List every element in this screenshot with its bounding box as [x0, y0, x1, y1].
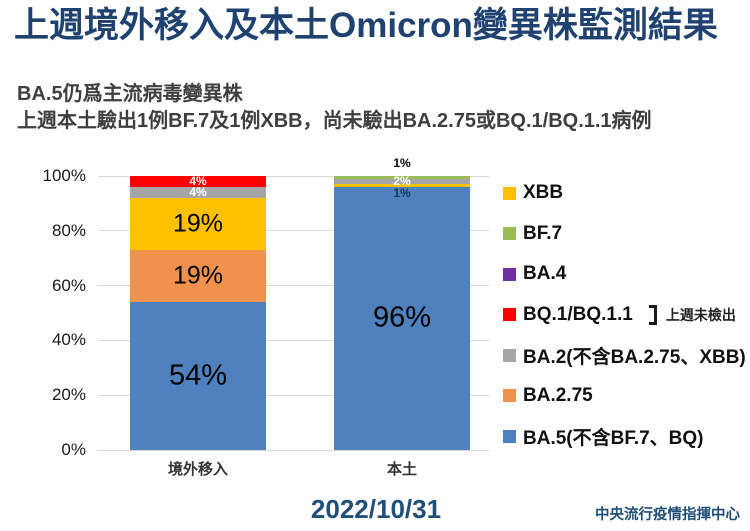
subtitle-line-1: BA.5仍爲主流病毒變異株 — [17, 83, 243, 105]
y-gridline-0 — [98, 449, 489, 451]
legend-label: BA.2(不含BA.2.75、XBB) — [523, 346, 746, 368]
bar-value-label: 1% — [393, 155, 411, 170]
bar-segment-xbb — [130, 197, 266, 250]
legend-swatch-icon — [503, 227, 516, 240]
y-axis-tick-label: 20% — [51, 385, 86, 405]
y-gridline-80 — [98, 230, 489, 232]
legend-item-xbb: XBB — [503, 181, 563, 205]
agency-name: 中央流行疫情指揮中心 — [595, 507, 740, 523]
y-gridline-100 — [98, 175, 489, 177]
bar-value-label: 96% — [372, 301, 432, 334]
bar-segment-ba-5-bf-7-bq — [130, 302, 266, 450]
legend-label: BF.7 — [523, 222, 563, 244]
legend-swatch-icon — [503, 348, 516, 362]
legend-swatch-icon — [503, 308, 516, 321]
legend-item-bq-1-bq-1-1: BQ.1/BQ.1.1 上週未檢出 — [503, 303, 736, 327]
bar-value-label: 4% — [189, 174, 207, 189]
legend-label: BA.4 — [523, 263, 567, 284]
bar-value-label: 1% — [393, 185, 411, 200]
bar-segment-xbb — [334, 184, 470, 187]
x-axis-category-label: 境外移入 — [167, 461, 228, 478]
x-axis-category-label: 本土 — [386, 461, 417, 478]
y-gridline-40 — [98, 339, 489, 341]
bracket-icon — [648, 304, 657, 325]
bar-value-label: 2% — [393, 173, 411, 188]
bar-value-label: 54% — [168, 359, 228, 392]
y-axis-tick-label: 40% — [51, 330, 86, 350]
legend-label: BQ.1/BQ.1.1 — [523, 303, 633, 325]
bar-segment-ba-2-75 — [130, 249, 266, 303]
bar-segment-ba-5-bf-7-bq — [334, 186, 470, 450]
legend-item-ba-5-bf-7-bq: BA.5(不含BF.7、BQ) — [503, 424, 704, 449]
legend-item-bf-7: BF.7 — [503, 222, 562, 246]
chart-legend: XBB BF.7 BA.4 BQ.1/BQ.1.1 上週未檢出 BA.2(不含BA.2.7… — [503, 0, 750, 531]
legend-item-ba-4: BA.4 — [503, 262, 566, 286]
legend-item-ba-2-75: BA.2.75 — [503, 384, 593, 408]
legend-label: BA.5(不含BF.7、BQ) — [523, 427, 704, 449]
y-gridline-20 — [98, 394, 489, 396]
legend-swatch-icon — [503, 389, 516, 402]
bar-segment-bq-1-bq-1-1 — [130, 176, 266, 187]
bar-segment-bf-7 — [334, 176, 470, 179]
page-title: 上週境外移入及本土Omicron變異株監測結果 — [14, 6, 718, 45]
bar-value-label: 19% — [172, 209, 224, 238]
legend-swatch-icon — [503, 429, 516, 443]
subtitle-line-2: 上週本土驗出1例BF.7及1例XBB，尚未驗出BA.2.75或BQ.1/BQ.1… — [17, 110, 652, 132]
y-axis-tick-label: 100% — [42, 166, 86, 185]
legend-item-ba-2-ba-2-75-xbb: BA.2(不含BA.2.75、XBB) — [503, 343, 746, 368]
legend-swatch-icon — [503, 186, 516, 200]
bar-segment-ba-2-ba-2-75-xbb — [130, 186, 266, 198]
y-gridline-60 — [98, 285, 489, 287]
y-axis-tick-label: 80% — [51, 220, 86, 240]
legend-note: 上週未檢出 — [665, 306, 736, 323]
legend-swatch-icon — [503, 267, 516, 281]
bar-segment-ba-2-ba-2-75-xbb — [334, 178, 470, 185]
bar-value-label: 19% — [172, 261, 224, 290]
bar-value-label: 4% — [189, 185, 207, 200]
legend-label: XBB — [523, 182, 564, 203]
report-date: 2022/10/31 — [310, 494, 442, 524]
y-axis-tick-label: 60% — [51, 275, 86, 295]
y-axis-tick-label: 0% — [61, 440, 86, 459]
legend-label: BA.2.75 — [523, 384, 593, 406]
